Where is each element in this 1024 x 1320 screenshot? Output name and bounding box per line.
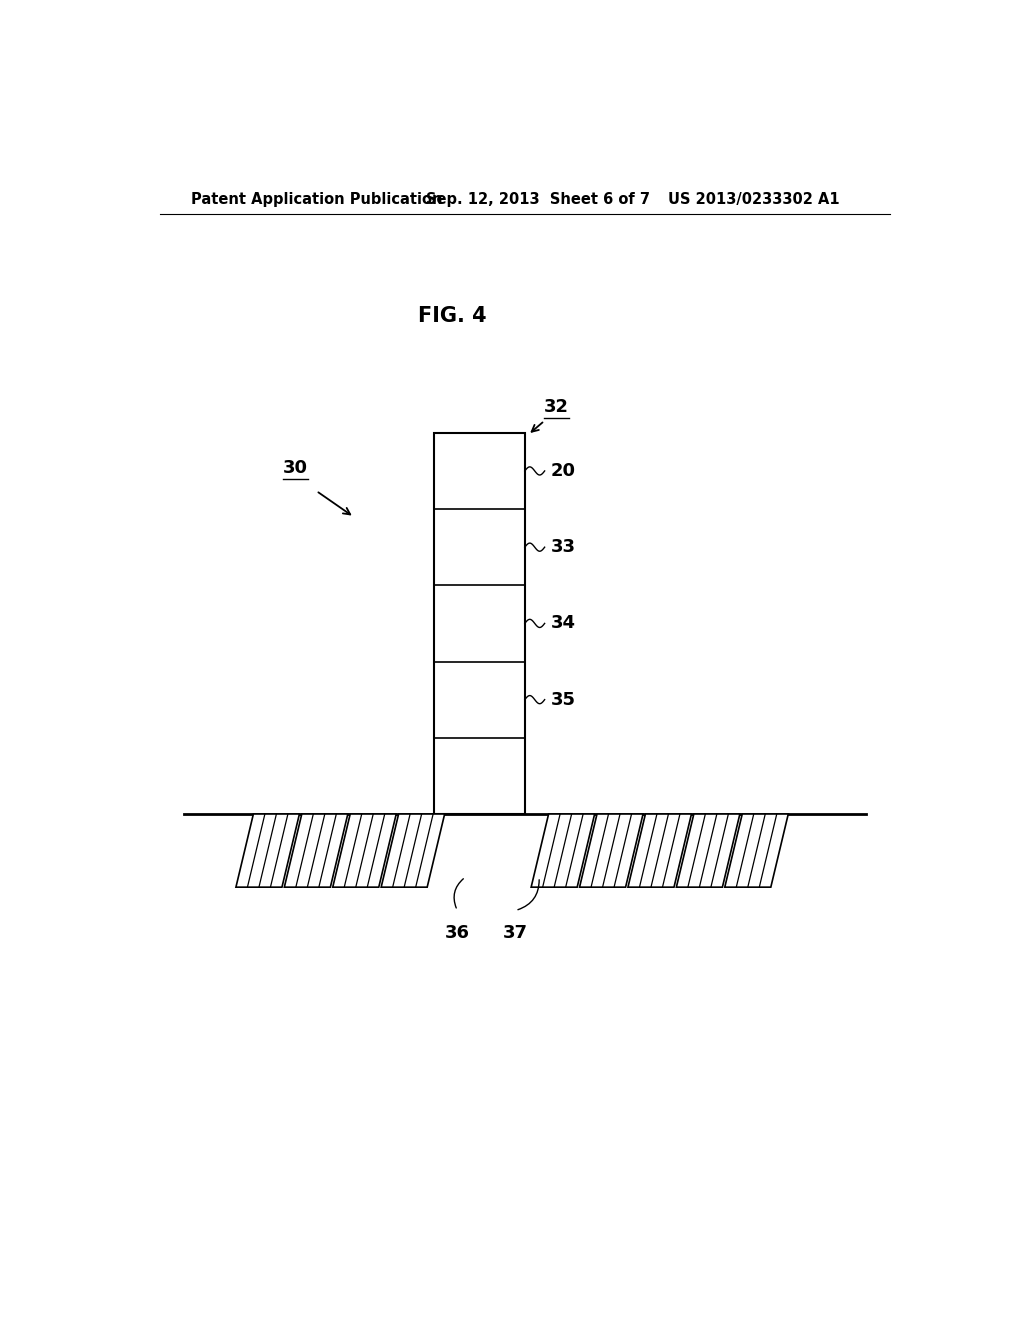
- Text: 20: 20: [551, 462, 575, 480]
- Text: Sep. 12, 2013  Sheet 6 of 7: Sep. 12, 2013 Sheet 6 of 7: [426, 191, 649, 206]
- Text: 35: 35: [551, 690, 575, 709]
- Polygon shape: [628, 814, 691, 887]
- Polygon shape: [725, 814, 788, 887]
- Polygon shape: [285, 814, 348, 887]
- Polygon shape: [531, 814, 595, 887]
- Text: 32: 32: [544, 399, 569, 416]
- Text: 37: 37: [503, 924, 527, 942]
- Text: FIG. 4: FIG. 4: [418, 306, 486, 326]
- Polygon shape: [236, 814, 299, 887]
- Text: 33: 33: [551, 539, 575, 556]
- Polygon shape: [333, 814, 396, 887]
- Text: US 2013/0233302 A1: US 2013/0233302 A1: [668, 191, 840, 206]
- Text: Patent Application Publication: Patent Application Publication: [191, 191, 443, 206]
- Bar: [433, 433, 524, 814]
- Polygon shape: [580, 814, 643, 887]
- Polygon shape: [381, 814, 444, 887]
- Text: 34: 34: [551, 614, 575, 632]
- Text: 30: 30: [283, 459, 308, 478]
- Polygon shape: [677, 814, 740, 887]
- Text: 36: 36: [444, 924, 470, 942]
